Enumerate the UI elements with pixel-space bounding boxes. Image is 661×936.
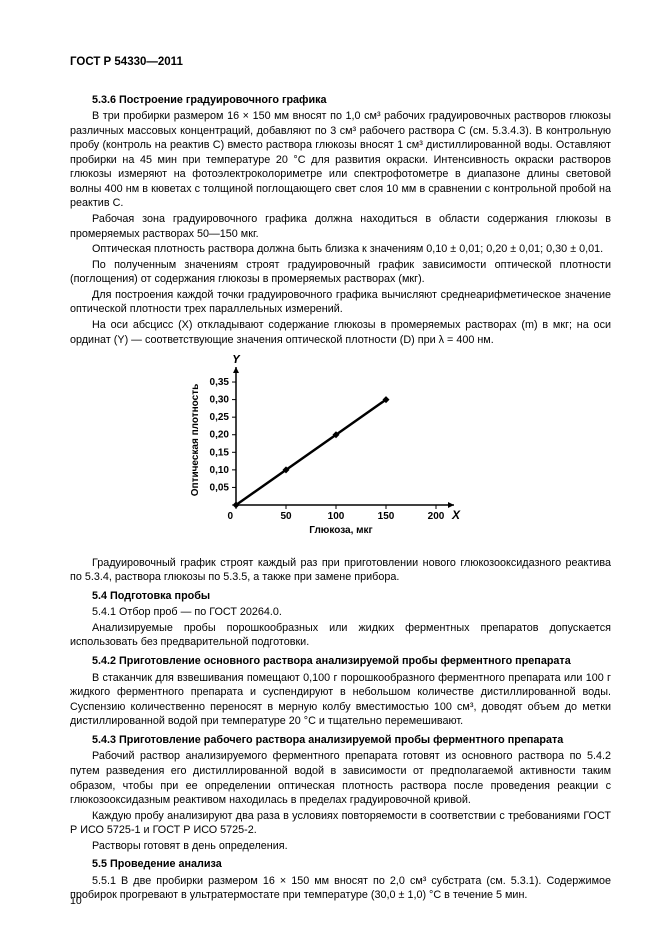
after-chart-p: Градуировочный график строят каждый раз …: [70, 556, 611, 585]
doc-header: ГОСТ Р 54330—2011: [70, 55, 611, 71]
sec-543-p3: Растворы готовят в день определения.: [70, 839, 611, 854]
svg-text:0,10: 0,10: [209, 465, 229, 476]
sec-536-title: 5.3.6 Построение градуировочного графика: [70, 93, 611, 108]
sec-542-p1: В стаканчик для взвешивания помещают 0,1…: [70, 671, 611, 729]
sec-543-title: 5.4.3 Приготовление рабочего раствора ан…: [70, 733, 611, 748]
svg-text:0,20: 0,20: [209, 430, 229, 441]
sec-536-p4: По полученным значениям строят градуиров…: [70, 258, 611, 287]
sec-55-title: 5.5 Проведение анализа: [70, 857, 611, 872]
sec-536-p3: Оптическая плотность раствора должна быт…: [70, 242, 611, 257]
sec-536-p6: На оси абсцисс (X) откладывают содержани…: [70, 318, 611, 347]
svg-text:X: X: [451, 508, 461, 522]
sec-536-p2: Рабочая зона градуировочного графика дол…: [70, 212, 611, 241]
sec-54-title: 5.4 Подготовка пробы: [70, 589, 611, 604]
svg-text:Глюкоза, мкг: Глюкоза, мкг: [309, 525, 372, 536]
svg-text:0: 0: [227, 511, 233, 522]
svg-text:0,25: 0,25: [209, 412, 229, 423]
svg-text:Оптическая плотность: Оптическая плотность: [190, 384, 201, 496]
svg-text:100: 100: [327, 511, 344, 522]
sec-543-p2: Каждую пробу анализируют два раза в усло…: [70, 809, 611, 838]
svg-text:200: 200: [427, 511, 444, 522]
svg-text:50: 50: [280, 511, 292, 522]
svg-text:0,05: 0,05: [209, 483, 229, 494]
svg-text:0,15: 0,15: [209, 447, 229, 458]
sec-55-p1: 5.5.1 В две пробирки размером 16 × 150 м…: [70, 874, 611, 903]
sec-54-p1: 5.4.1 Отбор проб — по ГОСТ 20264.0.: [70, 605, 611, 620]
calibration-chart: 0,05 0,10 0,15 0,20 0,25 0,30 0,35 0 50 100 150 200…: [70, 355, 611, 550]
svg-text:150: 150: [377, 511, 394, 522]
calibration-chart-svg: 0,05 0,10 0,15 0,20 0,25 0,30 0,35 0 50 100 150 200…: [186, 355, 496, 545]
sec-543-p1: Рабочий раствор анализируемого ферментно…: [70, 749, 611, 807]
sec-54-p2: Анализируемые пробы порошкообразных или …: [70, 621, 611, 650]
svg-text:Y: Y: [232, 355, 241, 366]
page: ГОСТ Р 54330—2011 5.3.6 Построение граду…: [0, 0, 661, 936]
svg-text:0,30: 0,30: [209, 395, 229, 406]
sec-536-p5: Для построения каждой точки градуировочн…: [70, 288, 611, 317]
page-number: 10: [70, 894, 82, 908]
sec-542-title: 5.4.2 Приготовление основного раствора а…: [70, 654, 611, 669]
svg-text:0,35: 0,35: [209, 377, 229, 388]
sec-536-p1: В три пробирки размером 16 × 150 мм внос…: [70, 109, 611, 211]
